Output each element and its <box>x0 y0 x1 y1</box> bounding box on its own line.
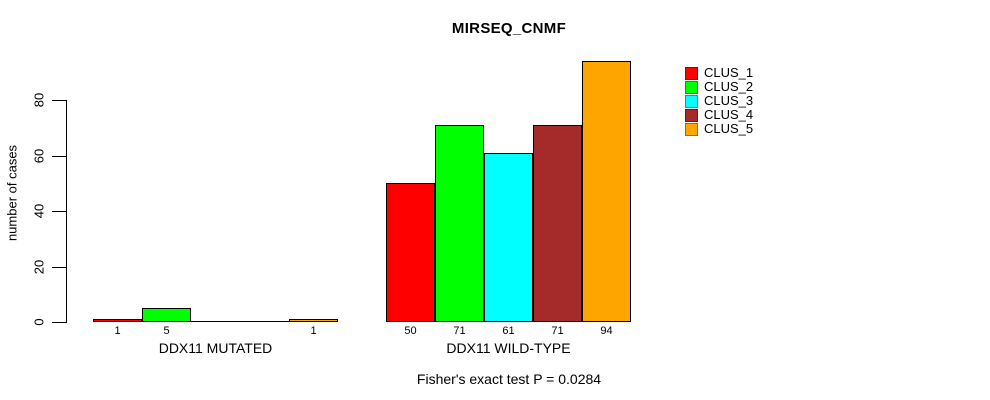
y-tick-label: 80 <box>31 92 47 108</box>
y-axis-tick <box>52 156 66 157</box>
legend-label: CLUS_3 <box>704 93 754 108</box>
bar-clus_5 <box>289 319 338 322</box>
legend-item-clus_3: CLUS_3 <box>685 94 753 108</box>
legend-item-clus_4: CLUS_4 <box>685 108 753 122</box>
bar-value-label: 71 <box>453 325 466 337</box>
bar-clus_3 <box>484 153 533 322</box>
legend-swatch-clus_5 <box>685 122 698 136</box>
y-tick-label: 60 <box>31 148 47 164</box>
y-axis-tick <box>52 322 66 323</box>
bar-clus_5 <box>582 61 631 322</box>
bar-clus_2 <box>435 125 484 322</box>
bar-clus_2 <box>142 308 191 322</box>
chart-title: MIRSEQ_CNMF <box>451 20 567 37</box>
y-tick-label: 40 <box>31 203 47 219</box>
y-axis-tick <box>52 211 66 212</box>
bar-value-label: 50 <box>404 325 417 337</box>
legend-swatch-clus_1 <box>685 66 698 80</box>
legend-item-clus_1: CLUS_1 <box>685 66 753 80</box>
bar-value-label: 94 <box>600 325 613 337</box>
legend-item-clus_5: CLUS_5 <box>685 122 753 136</box>
legend-swatch-clus_4 <box>685 108 698 122</box>
bar-clus_4 <box>533 125 582 322</box>
legend-label: CLUS_4 <box>704 107 754 122</box>
legend-swatch-clus_2 <box>685 80 698 94</box>
legend-label: CLUS_2 <box>704 79 754 94</box>
bar-value-label: 1 <box>310 325 317 337</box>
legend: CLUS_1 CLUS_2 CLUS_3 CLUS_4 CLUS_5 <box>685 66 753 136</box>
bar-value-label: 5 <box>163 325 170 337</box>
y-tick-label: 20 <box>31 259 47 275</box>
legend-label: CLUS_1 <box>704 65 754 80</box>
y-axis-tick <box>52 267 66 268</box>
bar-value-label: 61 <box>502 325 515 337</box>
bar-value-label: 1 <box>114 325 121 337</box>
group-label-wildtype: DDX11 WILD-TYPE <box>446 340 571 356</box>
y-axis-line <box>66 100 67 323</box>
bar-clus_4-zero <box>240 321 289 322</box>
bar-clus_1 <box>386 183 435 322</box>
y-axis-tick <box>52 100 66 101</box>
bar-value-label: 71 <box>551 325 564 337</box>
bar-clus_1 <box>93 319 142 322</box>
y-axis-label: number of cases <box>4 144 20 242</box>
legend-swatch-clus_3 <box>685 94 698 108</box>
legend-item-clus_2: CLUS_2 <box>685 80 753 94</box>
fisher-test-annotation: Fisher's exact test P = 0.0284 <box>416 371 602 387</box>
bar-clus_3-zero <box>191 321 240 322</box>
y-tick-label: 0 <box>31 318 47 326</box>
legend-label: CLUS_5 <box>704 121 754 136</box>
group-label-mutated: DDX11 MUTATED <box>158 340 273 356</box>
